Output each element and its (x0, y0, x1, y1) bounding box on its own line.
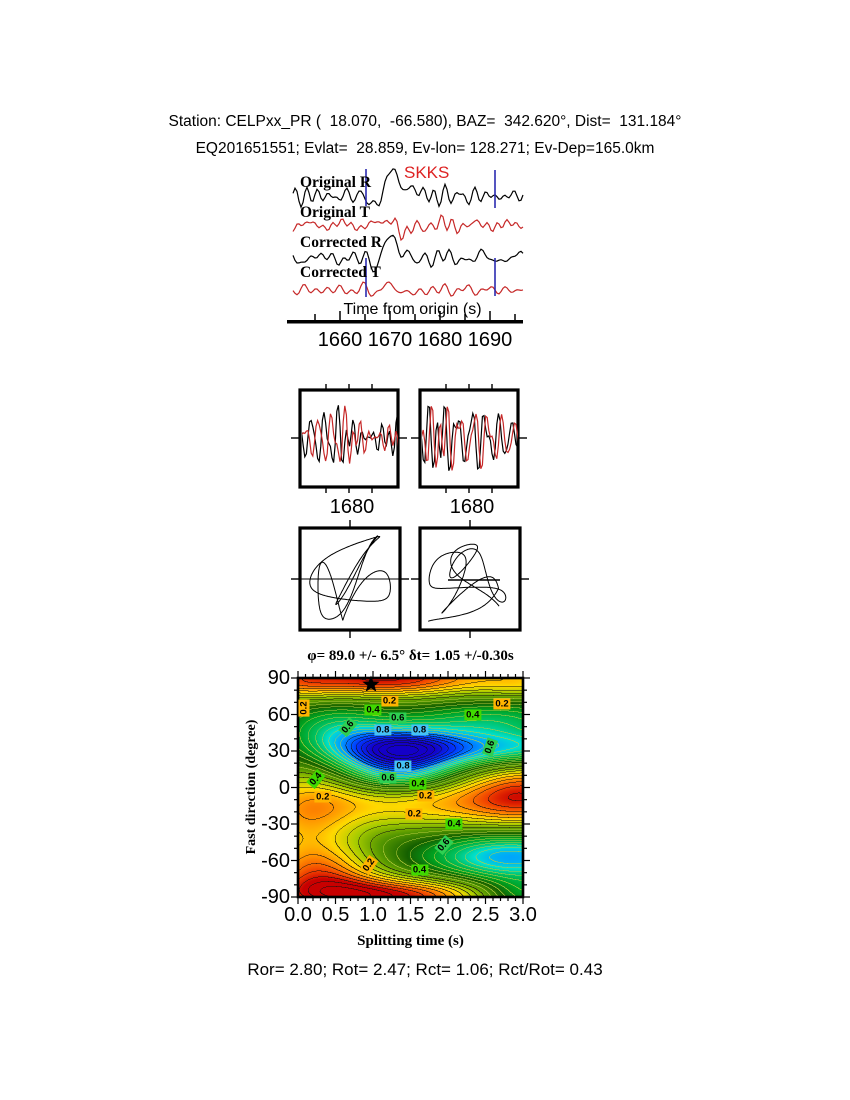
contour-level-label: 0.2 (493, 698, 511, 710)
contour-ytick-label: -60 (261, 849, 290, 872)
contour-xtick-label: 1.0 (359, 904, 387, 926)
seismic-trace (292, 214, 524, 242)
contour-xtick-label: 1.5 (396, 904, 425, 926)
contour-frame (291, 671, 530, 904)
contour-level-label: 0.8 (394, 760, 412, 772)
contour-level-label: 0.8 (410, 724, 429, 736)
contour-title: φ= 89.0 +/- 6.5° δt= 1.05 +/-0.30s (307, 648, 514, 664)
phase-label-skks: SKKS (404, 163, 450, 182)
contour-level-label: 0.2 (314, 791, 332, 803)
window-panel-left-tick: 1680 (329, 496, 375, 518)
contour-xlabel: Splitting time (s) (357, 933, 464, 949)
contour-level-label: 0.2 (298, 699, 310, 718)
contour-level-label: 0.4 (445, 818, 463, 830)
panel-frame (418, 388, 520, 489)
time-axis-title: Time from origin (s) (343, 301, 482, 318)
time-tick-label: 1680 (417, 329, 463, 351)
contour-xtick-label: 3.0 (509, 904, 537, 926)
window-panel-right-tick: 1680 (449, 496, 495, 518)
contour-level-label: 0.4 (409, 778, 427, 790)
contour-level-label: 0.8 (374, 724, 392, 736)
contour-level-label: 0.4 (410, 864, 429, 876)
hodogram-curve (428, 543, 507, 622)
contour-level-label: 0.6 (389, 712, 407, 724)
trace-label-corrected-t: Corrected T (300, 264, 381, 281)
contour-level-label: 0.2 (416, 790, 435, 802)
particle-motion-frame (418, 526, 522, 632)
result-stats: Ror= 2.80; Rot= 2.47; Rct= 1.06; Rct/Rot… (247, 960, 603, 979)
contour-xtick-label: 0.5 (321, 904, 350, 926)
window-trace (302, 405, 398, 464)
seismic-trace (292, 234, 524, 273)
seismic-trace (292, 281, 524, 297)
hodogram-curve (309, 535, 391, 621)
contour-ytick-label: 0 (278, 776, 290, 799)
contour-ytick-label: -90 (261, 886, 290, 908)
window-comparison-panels (291, 384, 527, 493)
contour-ytick-label: 60 (267, 703, 290, 726)
window-trace (422, 405, 518, 471)
window-trace (302, 405, 398, 464)
station-header: Station: CELPxx_PR ( 18.070, -66.580), B… (168, 113, 682, 130)
seismic-trace (292, 168, 524, 209)
time-axis-line (287, 320, 523, 324)
time-tick-label: 1670 (367, 329, 413, 351)
contour-ytick-label: 30 (267, 740, 290, 762)
trace-label-corrected-r: Corrected R (300, 234, 382, 251)
best-solution-star-marker (362, 675, 380, 692)
contour-level-label: 0.4 (364, 704, 382, 716)
time-tick-label: 1660 (317, 329, 363, 351)
contour-xtick-label: 2.0 (434, 904, 462, 926)
particle-motion-panels (291, 520, 529, 638)
time-tick-label: 1690 (467, 329, 513, 351)
waveform-panel (287, 168, 524, 324)
event-header: EQ201651551; Evlat= 28.859, Ev-lon= 128.… (195, 140, 655, 157)
contour-xtick-label: 0.0 (284, 904, 312, 926)
contour-level-label: 0.4 (464, 709, 482, 720)
trace-label-original-t: Original T (300, 204, 370, 221)
contour-level-label: 0.6 (379, 772, 397, 784)
window-trace (422, 406, 518, 471)
contour-xtick-label: 2.5 (471, 904, 500, 926)
contour-level-label: 0.2 (380, 695, 399, 707)
contour-ytick-label: 90 (267, 667, 290, 689)
contour-ytick-label: -30 (261, 813, 290, 835)
contour-level-label: 0.2 (405, 808, 423, 820)
trace-label-original-r: Original R (300, 174, 372, 191)
